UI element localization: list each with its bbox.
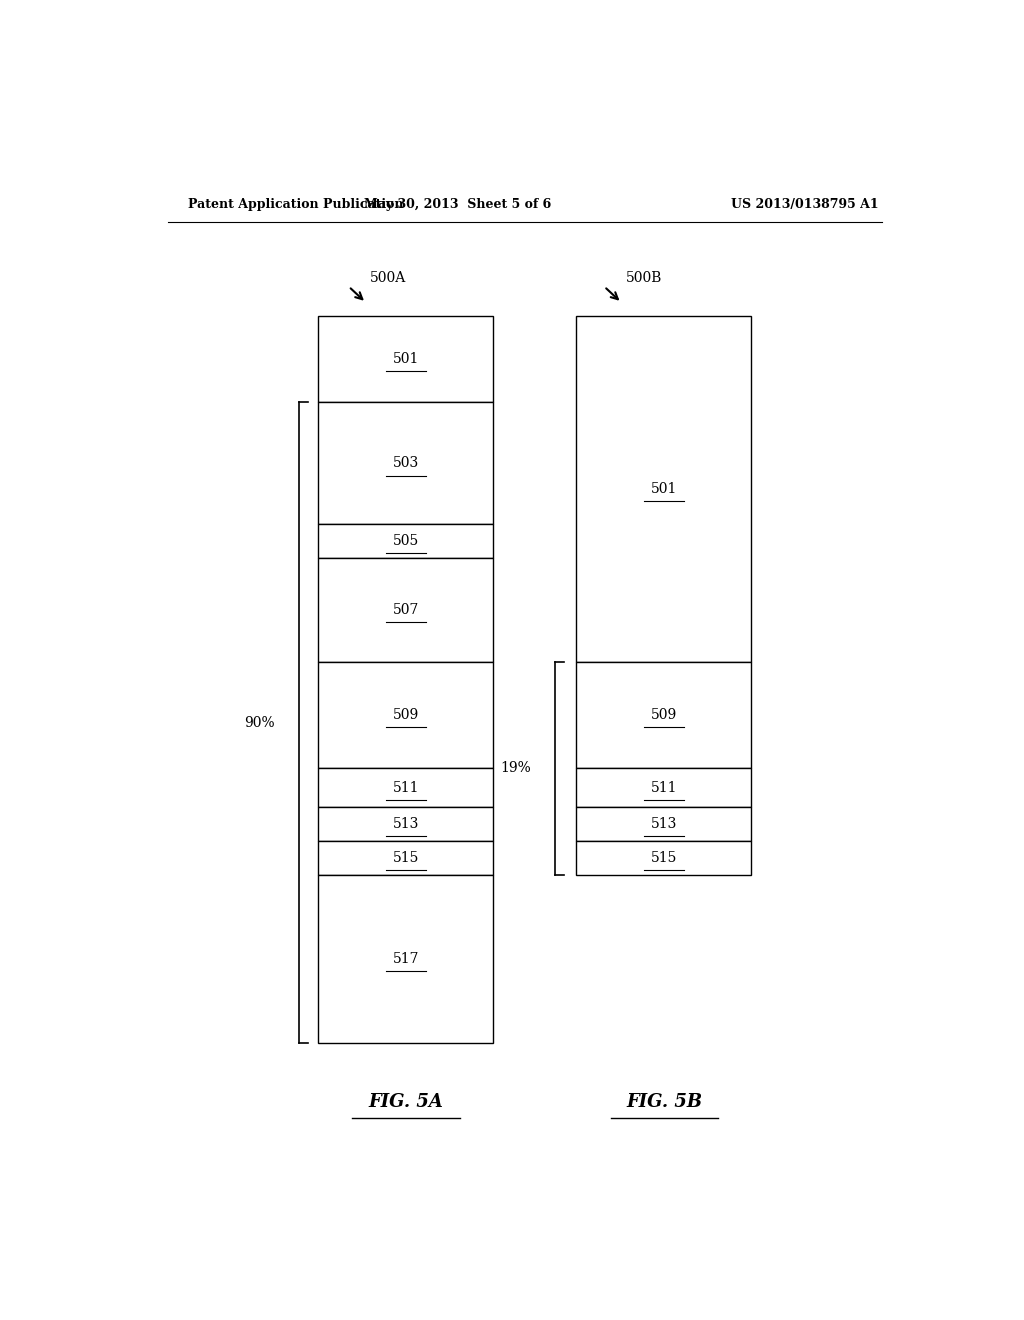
Bar [318, 315, 494, 403]
Text: 515: 515 [650, 851, 677, 865]
Bar [577, 315, 751, 661]
Text: 513: 513 [650, 817, 677, 832]
Bar [318, 875, 494, 1043]
Bar [318, 807, 494, 841]
Text: FIG. 5B: FIG. 5B [627, 1093, 702, 1110]
Text: 505: 505 [392, 535, 419, 548]
Text: 501: 501 [650, 482, 677, 496]
Text: May 30, 2013  Sheet 5 of 6: May 30, 2013 Sheet 5 of 6 [364, 198, 551, 211]
Text: 513: 513 [392, 817, 419, 832]
Text: Patent Application Publication: Patent Application Publication [187, 198, 403, 211]
Bar [318, 841, 494, 875]
Text: 500A: 500A [370, 272, 407, 285]
Text: 500B: 500B [626, 272, 662, 285]
Bar [318, 661, 494, 768]
Bar [577, 807, 751, 841]
Bar [318, 524, 494, 558]
Bar [577, 768, 751, 807]
Text: 517: 517 [392, 952, 419, 966]
Text: 509: 509 [650, 708, 677, 722]
Bar [318, 768, 494, 807]
Text: US 2013/0138795 A1: US 2013/0138795 A1 [731, 198, 879, 211]
Text: 90%: 90% [244, 715, 274, 730]
Text: 509: 509 [392, 708, 419, 722]
Text: FIG. 5A: FIG. 5A [369, 1093, 443, 1110]
Text: 503: 503 [392, 457, 419, 470]
Text: 19%: 19% [501, 762, 531, 775]
Bar [577, 841, 751, 875]
Text: 507: 507 [392, 603, 419, 616]
Text: 501: 501 [392, 352, 419, 366]
Text: 511: 511 [650, 780, 677, 795]
Bar [577, 661, 751, 768]
Text: 515: 515 [392, 851, 419, 865]
Text: 511: 511 [392, 780, 419, 795]
Bar [318, 403, 494, 524]
Bar [318, 558, 494, 661]
